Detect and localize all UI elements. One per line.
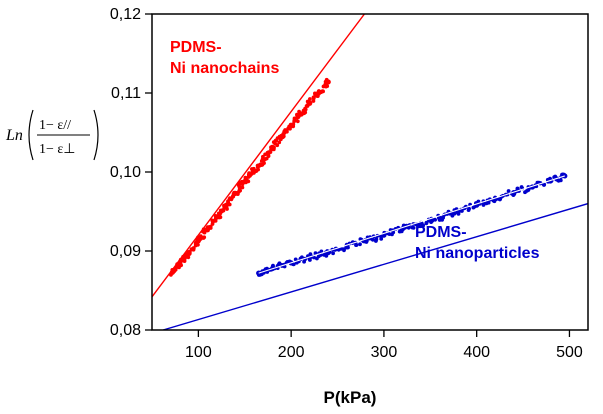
- series-1-marker: [452, 211, 457, 216]
- y-tick-label-0: 0,08: [110, 322, 141, 339]
- series-0-fit-line: [152, 14, 365, 298]
- series-0-marker: [311, 99, 316, 103]
- x-axis-label: P(kPa): [324, 388, 377, 407]
- x-tick-label-1: 200: [278, 344, 305, 361]
- y-tick-label-2: 0,10: [110, 164, 141, 181]
- series-0-point-15: [307, 100, 313, 106]
- series-0-marker: [238, 188, 243, 193]
- series-0-marker: [321, 89, 325, 94]
- series-1-marker: [519, 185, 524, 189]
- series-1-marker: [466, 208, 471, 213]
- series-0-point-8: [242, 178, 248, 185]
- series-1-marker: [542, 182, 547, 187]
- series-1-marker: [312, 255, 316, 260]
- series-1-marker: [313, 251, 318, 256]
- series-0-point-16: [316, 89, 322, 95]
- x-tick-label-2: 300: [371, 344, 398, 361]
- series-0-marker: [292, 116, 297, 121]
- series-0-point-14: [297, 111, 304, 117]
- series-1-point-17: [562, 173, 568, 179]
- series-0-marker: [285, 129, 289, 134]
- axes: 0,08 0,09 0,10 0,11 0,12 100 200 300 400 500: [110, 6, 589, 361]
- series-0-point-6: [223, 202, 229, 208]
- y-tick-label-3: 0,11: [111, 85, 141, 102]
- series-1-marker: [293, 257, 298, 262]
- series-0-marker: [311, 96, 316, 101]
- series-0-point-10: [260, 156, 266, 162]
- series-label-nanochains-line1: PDMS-: [170, 39, 222, 56]
- series-label-nanochains-line2: Ni nanochains: [170, 60, 279, 77]
- series-0: [152, 14, 365, 298]
- series-0-point-2: [186, 250, 192, 256]
- series-0-marker: [275, 143, 280, 148]
- series-1-marker: [358, 242, 362, 247]
- series-1-marker: [370, 237, 375, 242]
- y-axis-label-prefix: Ln: [5, 127, 23, 144]
- series-1-marker: [481, 203, 486, 207]
- series-1-marker: [331, 251, 335, 256]
- series-1-marker: [354, 243, 358, 248]
- series-0-point-12: [279, 133, 285, 140]
- series-label-nanoparticles-line2: Ni nanoparticles: [415, 245, 540, 262]
- series-0-point-9: [251, 168, 257, 174]
- series-0-marker: [218, 215, 223, 220]
- series-1-marker: [342, 247, 346, 252]
- series-0-marker: [303, 106, 307, 111]
- series-0-point-13: [288, 122, 294, 128]
- series-0-marker: [303, 110, 308, 115]
- series-1-fit-line: [162, 202, 588, 330]
- series-0-marker: [240, 185, 245, 190]
- series-0-marker: [202, 235, 207, 240]
- series-1-marker: [379, 237, 384, 241]
- series-1-core-line: [258, 175, 565, 274]
- series-0-point-3: [195, 238, 201, 244]
- series-0-marker: [186, 255, 191, 260]
- y-axis-label-right-paren: [93, 109, 99, 161]
- y-axis-label: Ln 1− ε// 1− ε⊥: [5, 109, 99, 161]
- series-0-point-17: [325, 79, 331, 85]
- data-marks: [152, 14, 588, 330]
- y-tick-label-1: 0,09: [110, 243, 141, 260]
- series-0-marker: [182, 259, 187, 263]
- series-0-marker: [295, 119, 300, 124]
- series-1-marker: [411, 226, 416, 230]
- series-1-marker: [432, 217, 437, 222]
- y-axis-label-numerator: 1− ε//: [39, 118, 71, 133]
- series-1-marker: [506, 189, 511, 193]
- series-0-point-5: [214, 214, 220, 220]
- series-1-marker: [374, 237, 379, 242]
- series-0-marker: [277, 140, 282, 145]
- series-0-point-7: [232, 190, 239, 196]
- series-0-point-4: [205, 226, 211, 232]
- y-tick-label-4: 0,12: [110, 6, 141, 23]
- x-tick-label-4: 500: [556, 344, 583, 361]
- series-1-marker: [391, 230, 396, 235]
- series-0-marker: [325, 84, 330, 88]
- series-label-nanoparticles-line1: PDMS-: [415, 224, 467, 241]
- series-0-point-11: [269, 144, 276, 151]
- series-0-marker: [191, 246, 196, 251]
- series-0-marker: [308, 97, 312, 101]
- x-tick-label-3: 400: [463, 344, 490, 361]
- series-0-marker: [173, 266, 178, 271]
- y-axis-label-left-paren: [28, 109, 34, 161]
- series-1: [162, 172, 588, 330]
- series-1-marker: [558, 178, 563, 183]
- y-axis-label-denominator: 1− ε⊥: [39, 142, 75, 157]
- x-tick-label-0: 100: [185, 344, 212, 361]
